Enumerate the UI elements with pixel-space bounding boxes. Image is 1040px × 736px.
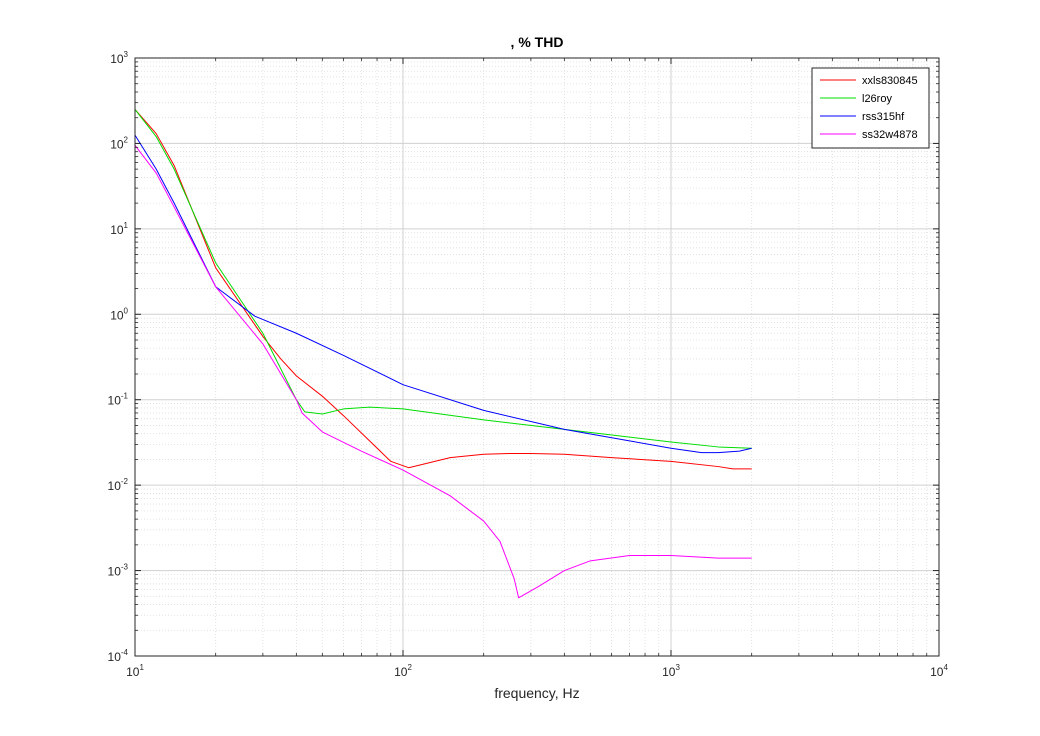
y-tick-label: 102: [110, 135, 128, 151]
x-tick-label: 103: [662, 663, 680, 679]
series-line-xxls830845: [134, 109, 752, 470]
x-tick-label: 101: [126, 663, 144, 679]
chart-title: , % THD: [511, 34, 564, 50]
y-tick-label: 101: [110, 221, 128, 237]
x-tick-base: 10: [930, 665, 944, 679]
y-tick-exponent: -4: [121, 648, 129, 657]
y-tick-base: 10: [110, 223, 124, 237]
x-tick-base: 10: [662, 665, 676, 679]
y-tick-exponent: 2: [124, 135, 129, 144]
legend-entry: l26roy: [862, 93, 892, 105]
y-tick-base: 10: [108, 479, 122, 493]
y-tick-exponent: -2: [121, 477, 129, 486]
x-tick-exponent: 2: [407, 663, 412, 672]
y-tick-label: 10-2: [108, 477, 129, 493]
x-tick-exponent: 4: [943, 663, 948, 672]
legend-entry: ss32w4878: [862, 129, 918, 141]
series-line-l26roy: [134, 109, 752, 449]
y-tick-exponent: 0: [124, 306, 129, 315]
x-axis-label: frequency, Hz: [494, 685, 579, 701]
legend-box: [811, 67, 930, 149]
y-tick-label: 10-4: [108, 648, 129, 664]
y-tick-label: 10-1: [108, 392, 129, 408]
series-lines: [134, 109, 752, 599]
x-tick-labels: 101 102 103 104: [126, 663, 948, 679]
plot-area: [135, 58, 939, 656]
x-tick-exponent: 3: [675, 663, 680, 672]
y-tick-label: 103: [110, 50, 128, 66]
y-tick-base: 10: [110, 52, 124, 66]
y-tick-label: 100: [110, 306, 128, 322]
y-tick-base: 10: [110, 308, 124, 322]
legend-entry: xxls830845: [862, 75, 918, 87]
y-tick-exponent: 3: [124, 50, 129, 59]
y-tick-base: 10: [110, 137, 124, 151]
axis-ticks: [134, 57, 940, 657]
series-line-ss32w4878: [134, 145, 752, 599]
x-tick-base: 10: [394, 665, 408, 679]
y-tick-base: 10: [108, 650, 122, 664]
x-tick-label: 102: [394, 663, 412, 679]
x-tick-base: 10: [126, 665, 140, 679]
plot-frame: [134, 57, 940, 657]
y-tick-base: 10: [108, 394, 122, 408]
y-tick-exponent: 1: [124, 221, 129, 230]
y-tick-base: 10: [108, 565, 122, 579]
x-tick-exponent: 1: [139, 663, 144, 672]
legend-entry: rss315hf: [862, 111, 905, 123]
y-tick-exponent: -3: [121, 563, 129, 572]
y-tick-exponent: -1: [121, 392, 129, 401]
series-line-rss315hf: [134, 134, 752, 454]
x-tick-label: 104: [930, 663, 948, 679]
y-tick-label: 10-3: [108, 563, 129, 579]
legend: xxls830845 l26roy rss315hf ss32w4878: [811, 67, 930, 149]
